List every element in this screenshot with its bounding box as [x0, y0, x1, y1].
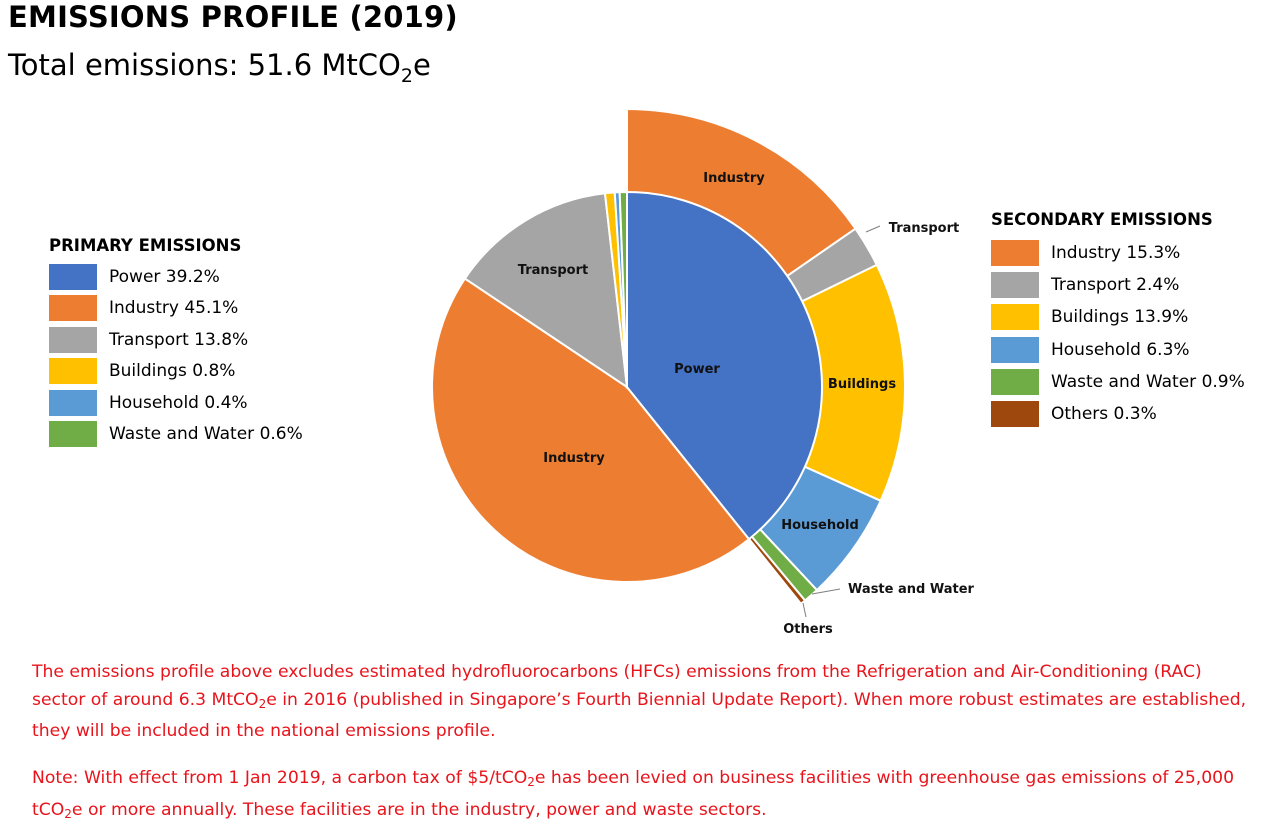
secondary-slice-label-waste-and-water: Waste and Water: [848, 582, 974, 597]
carbon-tax-note-text-b: e has been levied on business facilities…: [32, 768, 1235, 820]
secondary-legend-label-transport: Transport 2.4%: [1051, 275, 1180, 296]
primary-legend-item-industry: Industry 45.1%: [49, 293, 303, 325]
primary-legend-label-waste-and-water: Waste and Water 0.6%: [109, 424, 303, 445]
hfc-note-text-a: The emissions profile above excludes est…: [32, 662, 1202, 710]
carbon-tax-note-text-a: Note: With effect from 1 Jan 2019, a car…: [32, 768, 528, 788]
page-subtitle: Total emissions: 51.6 MtCO2e: [8, 48, 431, 87]
primary-legend-swatch-industry: [49, 295, 97, 322]
secondary-legend-item-transport: Transport 2.4%: [991, 269, 1245, 301]
secondary-legend-item-waste-and-water: Waste and Water 0.9%: [991, 366, 1245, 398]
carbon-tax-note-sub-1: 2: [527, 775, 535, 789]
secondary-legend-title: SECONDARY EMISSIONS: [991, 210, 1213, 229]
secondary-legend-swatch-industry: [991, 240, 1039, 267]
primary-legend-title: PRIMARY EMISSIONS: [49, 236, 242, 255]
primary-slice-transport: [463, 192, 629, 390]
secondary-slice-label-transport: Transport: [889, 221, 959, 236]
primary-legend-swatch-buildings: [49, 358, 97, 385]
secondary-slice-label-buildings: Buildings: [828, 377, 896, 392]
secondary-legend-swatch-waste-and-water: [991, 368, 1039, 395]
primary-legend-swatch-power: [49, 263, 97, 290]
secondary-legend-item-household: Household 6.3%: [991, 334, 1245, 366]
primary-legend-item-household: Household 0.4%: [49, 387, 303, 419]
others-leader-line: [802, 602, 807, 618]
primary-slice-label-transport: Transport: [518, 263, 588, 278]
secondary-legend-swatch-household: [991, 336, 1039, 363]
secondary-legend-swatch-others: [991, 401, 1039, 428]
primary-legend-swatch-waste-and-water: [49, 421, 97, 448]
hfc-note-text-b: e in 2016 (published in Singapore’s Four…: [32, 689, 1247, 742]
primary-slice-power-overlay: [626, 190, 823, 541]
subtitle-suffix: e: [412, 48, 431, 82]
primary-legend-label-household: Household 0.4%: [109, 392, 248, 413]
primary-legend-item-power: Power 39.2%: [49, 261, 303, 293]
carbon-tax-note-sub-2: 2: [64, 806, 72, 821]
primary-slice-industry: [431, 277, 751, 583]
primary-slice-label-industry: Industry: [543, 451, 605, 466]
secondary-legend-item-industry: Industry 15.3%: [991, 237, 1245, 269]
waste-leader-line: [811, 588, 841, 595]
subtitle-subscript: 2: [400, 65, 413, 87]
secondary-slice-label-industry: Industry: [703, 171, 765, 186]
primary-legend-label-industry: Industry 45.1%: [109, 298, 239, 319]
secondary-legend-label-waste-and-water: Waste and Water 0.9%: [1051, 371, 1245, 392]
carbon-tax-note: Note: With effect from 1 Jan 2019, a car…: [32, 765, 1247, 828]
hfc-note-sub: 2: [258, 696, 267, 711]
primary-slice-label-power-overlay: Power: [674, 362, 720, 377]
primary-legend-label-power: Power 39.2%: [109, 266, 220, 287]
secondary-slice-label-household: Household: [781, 518, 859, 533]
primary-legend-swatch-transport: [49, 326, 97, 353]
primary-legend-items: Power 39.2% Industry 45.1% Transport 13.8%…: [49, 261, 303, 450]
secondary-legend-item-others: Others 0.3%: [991, 398, 1245, 430]
subtitle-text: Total emissions: 51.6 MtCO: [8, 48, 401, 82]
secondary-legend: SECONDARY EMISSIONS Industry 15.3% Transp…: [991, 210, 1245, 430]
primary-legend-label-transport: Transport 13.8%: [109, 329, 249, 350]
secondary-slice-label-others: Others: [783, 622, 833, 637]
secondary-legend-item-buildings: Buildings 13.9%: [991, 301, 1245, 333]
primary-legend-label-buildings: Buildings 0.8%: [109, 361, 236, 382]
hfc-note: The emissions profile above excludes est…: [32, 659, 1247, 746]
secondary-legend-label-industry: Industry 15.3%: [1051, 243, 1181, 264]
primary-legend: PRIMARY EMISSIONS Power 39.2% Industry 45…: [49, 236, 303, 450]
secondary-legend-items: Industry 15.3% Transport 2.4% Buildings 13…: [991, 237, 1245, 430]
primary-legend-item-buildings: Buildings 0.8%: [49, 356, 303, 388]
transport-leader-line: [865, 225, 881, 233]
carbon-tax-note-text-c: e or more annually. These facilities are…: [71, 799, 767, 820]
primary-legend-swatch-household: [49, 389, 97, 416]
secondary-legend-label-others: Others 0.3%: [1051, 404, 1157, 425]
secondary-legend-label-buildings: Buildings 13.9%: [1051, 307, 1189, 328]
page-title: EMISSIONS PROFILE (2019): [8, 0, 458, 34]
primary-legend-item-waste-and-water: Waste and Water 0.6%: [49, 419, 303, 451]
secondary-legend-swatch-transport: [991, 272, 1039, 299]
secondary-legend-swatch-buildings: [991, 304, 1039, 331]
primary-legend-item-transport: Transport 13.8%: [49, 324, 303, 356]
secondary-legend-label-household: Household 6.3%: [1051, 339, 1190, 360]
